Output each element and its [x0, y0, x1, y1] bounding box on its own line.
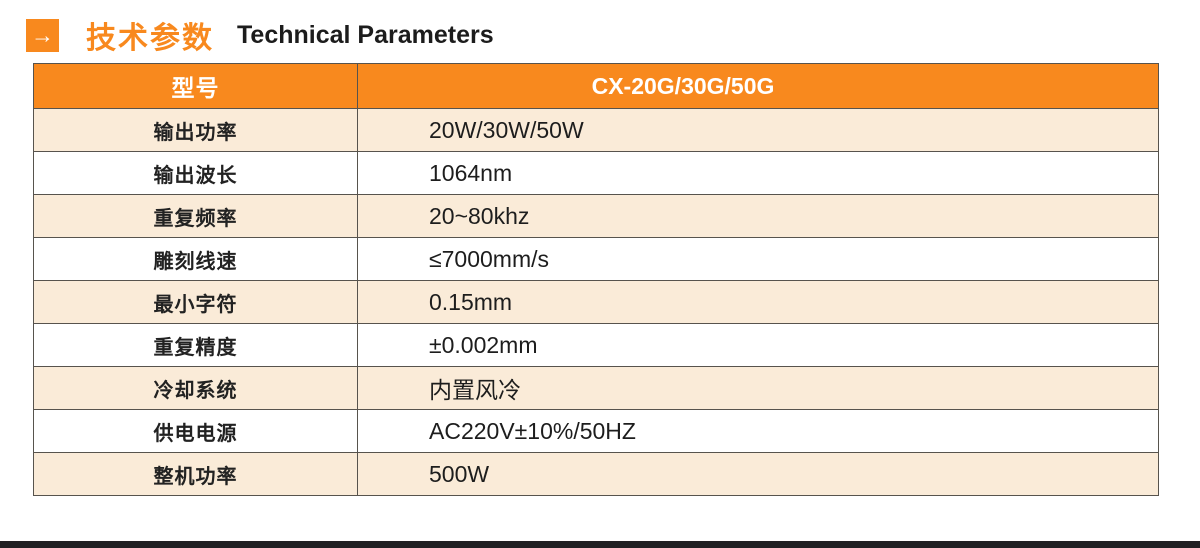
row-label: 雕刻线速 — [34, 238, 358, 280]
arrow-glyph: → — [31, 21, 54, 48]
section-title-en: Technical Parameters — [237, 20, 494, 49]
table-row: 输出波长 1064nm — [34, 151, 1158, 194]
row-value: 20~80khz — [429, 202, 530, 229]
table-header-row: 型号 CX-20G/30G/50G — [34, 64, 1158, 108]
row-label: 冷却系统 — [34, 367, 358, 409]
footer-accent-bar — [0, 541, 1200, 548]
row-value: 0.15mm — [429, 288, 513, 315]
table-row: 供电电源 AC220V±10%/50HZ — [34, 409, 1158, 452]
row-value: 内置风冷 — [429, 377, 521, 403]
table-row: 冷却系统 内置风冷 — [34, 366, 1158, 409]
row-label: 供电电源 — [34, 410, 358, 452]
table-row: 整机功率 500W — [34, 452, 1158, 495]
section-title-zh: 技术参数 — [86, 22, 214, 55]
table-header-model-label: 型号 — [34, 64, 358, 108]
row-label: 重复频率 — [34, 195, 358, 237]
row-value: AC220V±10%/50HZ — [429, 417, 636, 444]
row-value: ≤7000mm/s — [429, 245, 549, 272]
row-label: 最小字符 — [34, 281, 358, 323]
arrow-right-icon: → — [26, 18, 59, 52]
row-value: 500W — [429, 460, 490, 487]
row-value: 1064nm — [429, 159, 513, 186]
row-label: 输出波长 — [34, 152, 358, 194]
row-label: 输出功率 — [34, 109, 358, 151]
section-title-bar: → 技术参数 Technical Parameters — [26, 13, 494, 57]
table-header-model-value: CX-20G/30G/50G — [591, 72, 775, 99]
table-row: 最小字符 0.15mm — [34, 280, 1158, 323]
row-label: 整机功率 — [34, 453, 358, 495]
row-value: 20W/30W/50W — [429, 116, 584, 143]
row-value: ±0.002mm — [429, 331, 538, 358]
table-row: 重复精度 ±0.002mm — [34, 323, 1158, 366]
table-row: 重复频率 20~80khz — [34, 194, 1158, 237]
table-row: 输出功率 20W/30W/50W — [34, 108, 1158, 151]
technical-parameters-table: 型号 CX-20G/30G/50G 输出功率 20W/30W/50W 输出波长 … — [33, 63, 1159, 496]
row-label: 重复精度 — [34, 324, 358, 366]
table-row: 雕刻线速 ≤7000mm/s — [34, 237, 1158, 280]
